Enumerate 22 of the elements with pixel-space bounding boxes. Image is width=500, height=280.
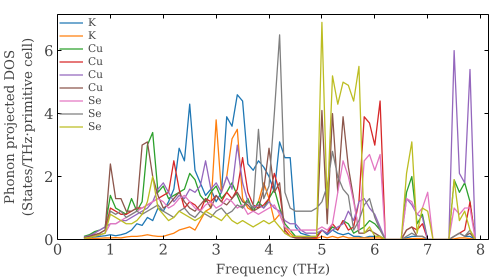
legend-label: Se [88,107,103,120]
x-tick-label: 1 [106,242,116,258]
legend-label: Se [88,120,103,133]
x-tick-label: 5 [317,242,327,258]
legend-label: Cu [88,68,104,81]
x-tick-label: 6 [370,242,380,258]
legend-label: Cu [88,81,104,94]
legend-label: Se [88,94,103,107]
x-tick-label: 4 [264,242,274,258]
x-tick-label: 8 [476,242,486,258]
y-tick-label: 6 [44,43,54,60]
x-axis-title: Frequency (THz) [216,262,330,278]
x-tick-label: 7 [423,242,432,258]
legend-label: Cu [88,55,104,68]
x-tick-label: 2 [158,242,168,258]
legend-label: K [88,16,98,29]
legend-label: Cu [88,42,104,55]
legend-label: K [88,29,98,42]
y-axis-title: Phonon projected DOS (States/THz·primitive cell) [3,38,36,216]
x-tick-label: 3 [211,242,221,258]
y-tick-label: 2 [44,169,54,186]
y-tick-label: 4 [44,106,54,124]
